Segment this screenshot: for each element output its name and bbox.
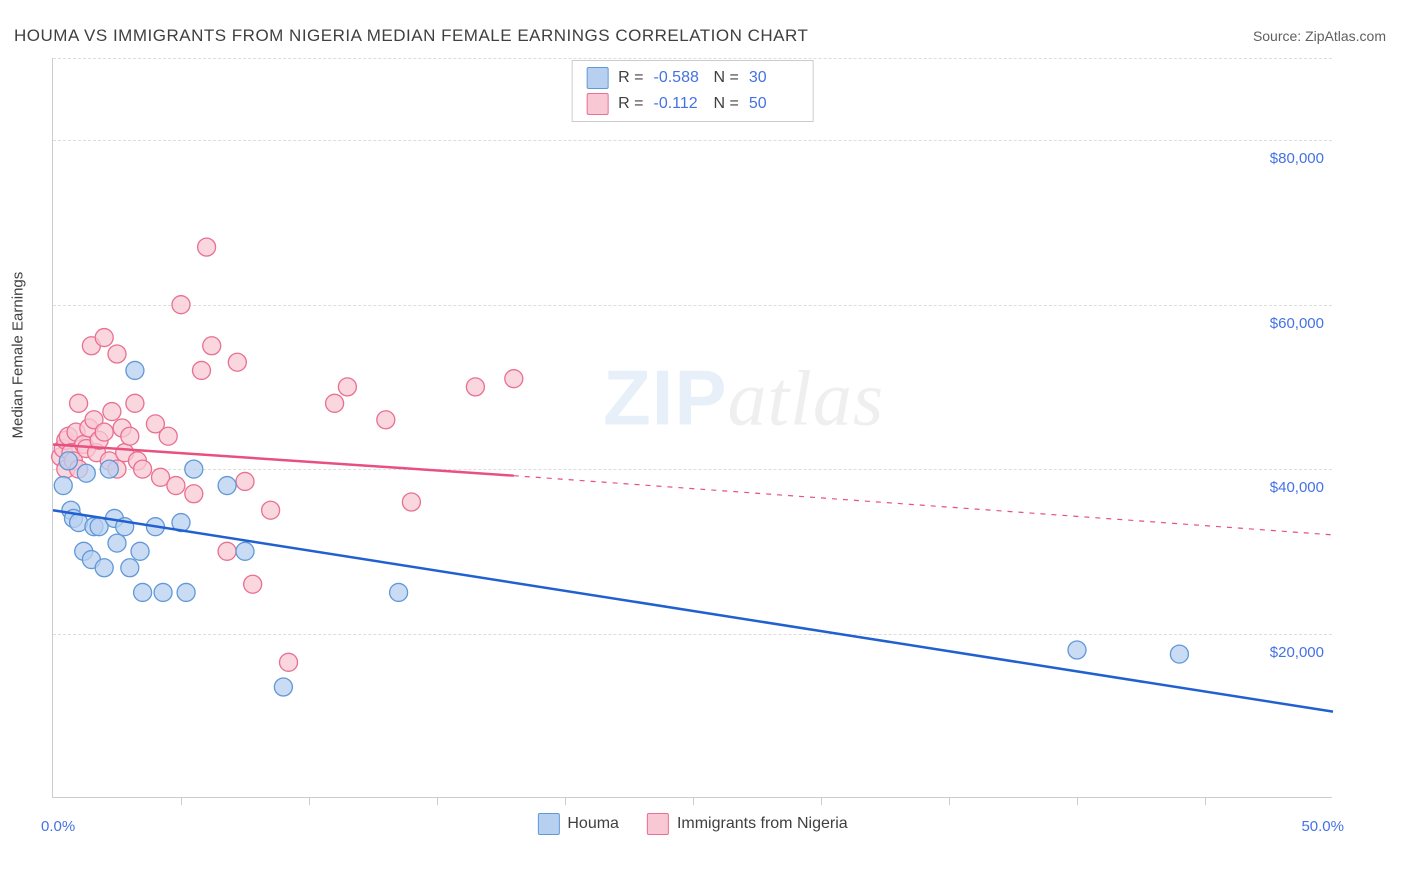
data-point — [466, 378, 484, 396]
x-tick — [565, 797, 566, 805]
data-point — [280, 653, 298, 671]
legend-row-nigeria: R = -0.112 N = 50 — [586, 91, 799, 117]
data-point — [338, 378, 356, 396]
data-point — [159, 427, 177, 445]
data-point — [218, 477, 236, 495]
data-point — [167, 477, 185, 495]
trend-line — [53, 510, 1333, 711]
source-label: Source: ZipAtlas.com — [1253, 28, 1386, 44]
data-point — [236, 472, 254, 490]
x-tick — [693, 797, 694, 805]
data-point — [377, 411, 395, 429]
data-point — [1170, 645, 1188, 663]
data-point — [228, 353, 246, 371]
data-point — [95, 329, 113, 347]
n-label: N = — [714, 69, 739, 87]
x-tick — [181, 797, 182, 805]
r-value-nigeria: -0.112 — [654, 95, 704, 113]
n-value-nigeria: 50 — [749, 95, 799, 113]
legend-row-houma: R = -0.588 N = 30 — [586, 65, 799, 91]
x-tick — [949, 797, 950, 805]
r-label: R = — [618, 69, 643, 87]
n-label: N = — [714, 95, 739, 113]
data-point — [126, 394, 144, 412]
data-point — [108, 345, 126, 363]
x-tick — [437, 797, 438, 805]
x-axis-max: 50.0% — [1301, 818, 1344, 835]
data-point — [100, 460, 118, 478]
x-axis-min: 0.0% — [41, 818, 75, 835]
chart-title: HOUMA VS IMMIGRANTS FROM NIGERIA MEDIAN … — [14, 26, 808, 46]
legend-item-houma: Houma — [537, 813, 619, 835]
r-value-houma: -0.588 — [654, 69, 704, 87]
legend-swatch-nigeria — [586, 93, 608, 115]
x-tick — [821, 797, 822, 805]
data-point — [236, 542, 254, 560]
data-point — [131, 542, 149, 560]
legend-item-nigeria: Immigrants from Nigeria — [647, 813, 848, 835]
data-point — [262, 501, 280, 519]
x-tick — [309, 797, 310, 805]
data-point — [505, 370, 523, 388]
data-point — [172, 296, 190, 314]
data-point — [108, 534, 126, 552]
y-axis-label: Median Female Earnings — [10, 272, 27, 439]
data-point — [326, 394, 344, 412]
data-point — [203, 337, 221, 355]
data-point — [185, 460, 203, 478]
data-point — [134, 460, 152, 478]
legend-swatch-nigeria-2 — [647, 813, 669, 835]
data-point — [1068, 641, 1086, 659]
data-point — [134, 583, 152, 601]
legend-swatch-houma-2 — [537, 813, 559, 835]
data-point — [121, 559, 139, 577]
data-point — [126, 361, 144, 379]
n-value-houma: 30 — [749, 69, 799, 87]
data-point — [70, 394, 88, 412]
data-point — [95, 559, 113, 577]
data-point — [177, 583, 195, 601]
data-point — [244, 575, 262, 593]
data-point — [274, 678, 292, 696]
trend-line-extrapolated — [514, 476, 1333, 535]
legend-swatch-houma — [586, 67, 608, 89]
data-point — [154, 583, 172, 601]
legend-label-nigeria: Immigrants from Nigeria — [677, 815, 848, 833]
data-point — [390, 583, 408, 601]
data-point — [121, 427, 139, 445]
data-point — [59, 452, 77, 470]
data-point — [218, 542, 236, 560]
x-tick — [1205, 797, 1206, 805]
data-point — [103, 403, 121, 421]
data-point — [192, 361, 210, 379]
data-point — [54, 477, 72, 495]
legend-label-houma: Houma — [567, 815, 619, 833]
r-label: R = — [618, 95, 643, 113]
scatter-svg — [53, 58, 1332, 797]
correlation-legend: R = -0.588 N = 30 R = -0.112 N = 50 — [571, 60, 814, 122]
data-point — [402, 493, 420, 511]
series-legend: Houma Immigrants from Nigeria — [537, 813, 847, 835]
data-point — [95, 423, 113, 441]
data-point — [198, 238, 216, 256]
data-point — [77, 464, 95, 482]
chart-plot-area: ZIPatlas $20,000$40,000$60,000$80,000 R … — [52, 58, 1332, 798]
x-tick — [1077, 797, 1078, 805]
data-point — [185, 485, 203, 503]
